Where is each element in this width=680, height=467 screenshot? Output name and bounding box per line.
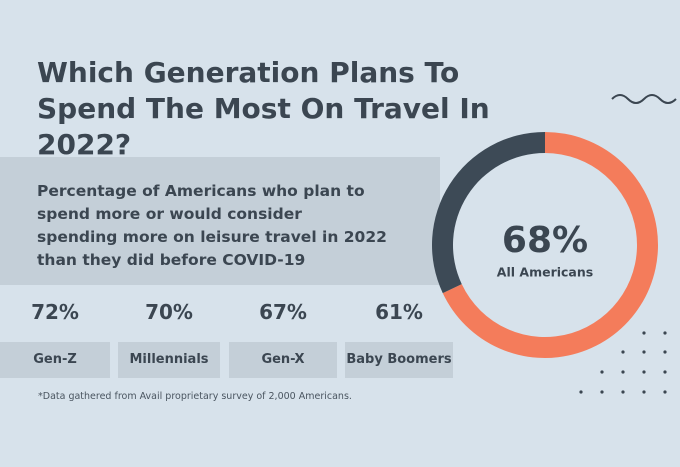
title: Which Generation Plans To Spend The Most… xyxy=(37,56,490,161)
subtitle-band xyxy=(0,157,440,285)
footnote: *Data gathered from Avail proprietary su… xyxy=(38,391,352,402)
stat-label: Millennials xyxy=(118,342,220,378)
wave-decoration xyxy=(611,94,677,104)
center-label: All Americans xyxy=(497,265,593,280)
subtitle: Percentage of Americans who plan to spen… xyxy=(37,182,387,269)
stat-value: 72% xyxy=(31,300,79,324)
donut-segment xyxy=(432,132,545,294)
stat-value: 67% xyxy=(259,300,307,324)
stat-value: 70% xyxy=(145,300,193,324)
stat-value: 61% xyxy=(375,300,423,324)
dot-decoration xyxy=(579,331,667,394)
stat-label: Gen-Z xyxy=(0,342,110,378)
stat-label: Baby Boomers xyxy=(345,342,453,378)
center-value: 68% xyxy=(502,220,588,261)
stat-label: Gen-X xyxy=(229,342,337,378)
